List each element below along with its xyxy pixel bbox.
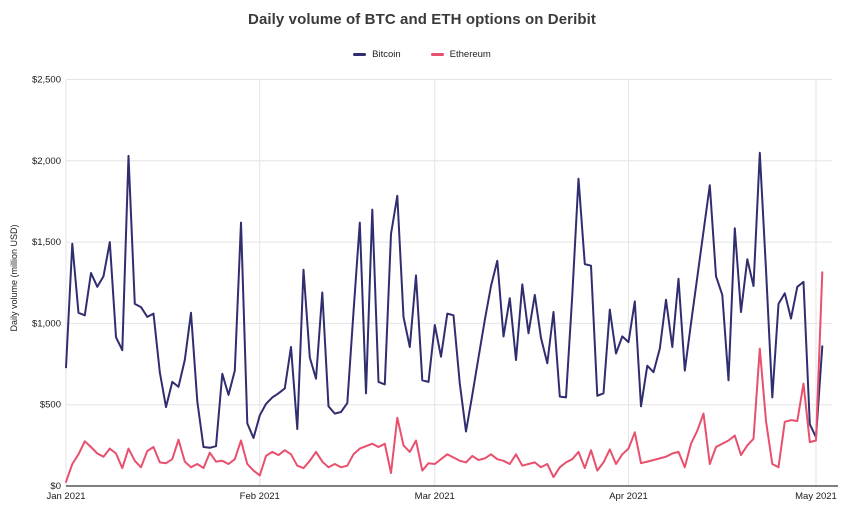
x-tick-label: Apr 2021: [609, 491, 648, 502]
x-tick-label: Jan 2021: [46, 491, 85, 502]
y-tick-label: $1,000: [32, 318, 61, 329]
chart-title: Daily volume of BTC and ETH options on D…: [248, 11, 596, 28]
x-tick-label: May 2021: [795, 491, 837, 502]
y-axis-title: Daily volume (million USD): [9, 224, 19, 332]
x-tick-label: Feb 2021: [240, 491, 280, 502]
y-tick-label: $500: [40, 400, 61, 411]
y-tick-label: $0: [50, 481, 61, 492]
legend-item-ethereum[interactable]: Ethereum: [430, 49, 491, 60]
legend-label-bitcoin: Bitcoin: [372, 49, 401, 60]
x-tick-label: Mar 2021: [415, 491, 455, 502]
y-tick-label: $1,500: [32, 237, 61, 248]
legend-label-ethereum: Ethereum: [449, 49, 491, 60]
y-tick-label: $2,500: [32, 75, 61, 86]
bitcoin-line-swatch: [353, 53, 367, 56]
bitcoin-line: [65, 151, 824, 449]
legend: Bitcoin Ethereum: [0, 49, 844, 60]
y-tick-label: $2,000: [32, 156, 61, 167]
legend-item-bitcoin[interactable]: Bitcoin: [353, 49, 401, 60]
ethereum-line: [65, 271, 824, 483]
ethereum-line-swatch: [430, 53, 444, 56]
